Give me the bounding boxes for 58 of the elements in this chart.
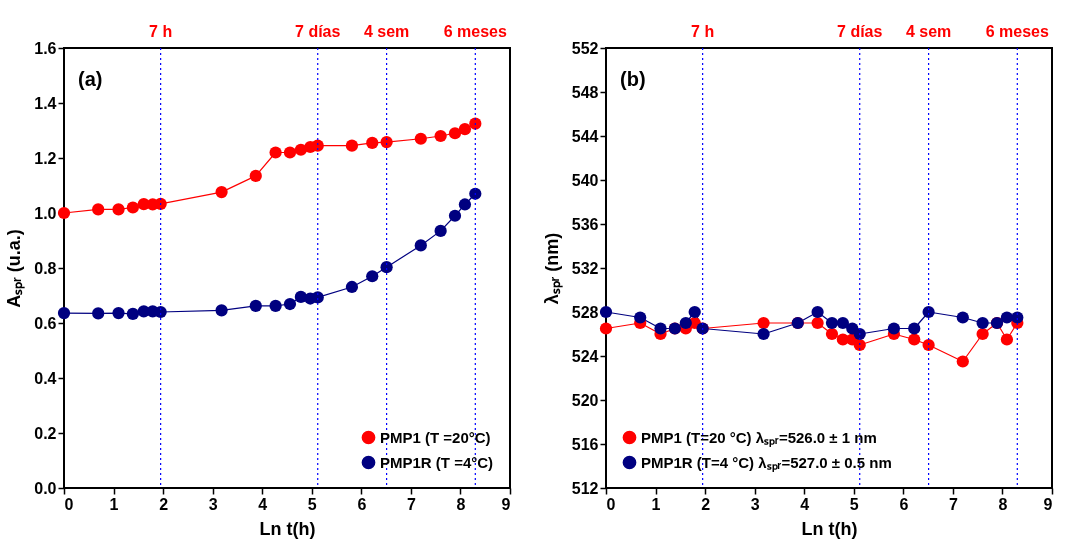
- legend-label: PMP1 (T=20 °C) λₛₚᵣ=526.0 ± 1 nm: [641, 428, 877, 447]
- x-tick-label: 1: [109, 495, 119, 513]
- ref-line-label: 6 meses: [443, 23, 507, 40]
- annotation: (a): [78, 68, 103, 90]
- y-tick-label: 0.4: [34, 369, 57, 387]
- y-tick-label: 524: [571, 347, 599, 365]
- y-tick-label: 0.0: [34, 479, 57, 497]
- x-tick-label: 8: [998, 495, 1008, 513]
- y-tick-label: 552: [571, 39, 599, 57]
- y-tick-label: 0.6: [34, 314, 57, 332]
- legend-label: PMP1R (T =4°C): [380, 453, 494, 471]
- y-tick-label: 0.2: [34, 424, 57, 442]
- y-tick-label: 1.6: [34, 39, 57, 57]
- x-axis-title: Ln t(h): [801, 518, 858, 539]
- x-tick-label: 0: [64, 495, 74, 513]
- x-tick-label: 9: [501, 495, 511, 513]
- y-tick-label: 1.2: [34, 149, 57, 167]
- y-tick-label: 512: [571, 479, 599, 497]
- ref-line-label: 7 h: [691, 23, 715, 40]
- y-tick-label: 532: [571, 259, 599, 277]
- x-tick-label: 3: [208, 495, 218, 513]
- x-tick-label: 6: [899, 495, 909, 513]
- ref-line-label: 4 sem: [363, 23, 410, 40]
- ref-line-label: 4 sem: [905, 23, 952, 40]
- x-axis-title: Ln t(h): [259, 518, 316, 539]
- y-axis-title: λₛₚᵣ (nm): [541, 232, 563, 305]
- legend-label: PMP1R (T=4 °C) λₛₚᵣ=527.0 ± 0.5 nm: [641, 453, 892, 472]
- x-tick-label: 2: [159, 495, 169, 513]
- x-tick-label: 7: [948, 495, 958, 513]
- x-tick-label: 6: [357, 495, 367, 513]
- x-tick-label: 4: [258, 495, 268, 513]
- ref-line-label: 6 meses: [985, 23, 1049, 40]
- y-tick-label: 520: [571, 391, 599, 409]
- x-tick-label: 3: [750, 495, 760, 513]
- ref-line-label: 7 días: [837, 23, 883, 40]
- x-tick-label: 5: [849, 495, 859, 513]
- x-tick-label: 0: [606, 495, 616, 513]
- x-tick-label: 8: [456, 495, 466, 513]
- x-tick-label: 7: [406, 495, 416, 513]
- y-tick-label: 1.0: [34, 204, 57, 222]
- y-axis-title: Aₛₚᵣ (u.a.): [4, 229, 26, 308]
- legend-label: PMP1 (T =20°C): [380, 428, 491, 446]
- y-tick-label: 528: [571, 303, 599, 321]
- x-tick-label: 4: [800, 495, 810, 513]
- x-tick-label: 5: [307, 495, 317, 513]
- annotation: (b): [620, 68, 646, 90]
- ref-line-label: 7 h: [149, 23, 173, 40]
- x-tick-label: 9: [1043, 495, 1053, 513]
- y-tick-label: 516: [571, 435, 599, 453]
- y-tick-label: 536: [571, 215, 599, 233]
- y-tick-label: 540: [571, 171, 599, 189]
- y-tick-label: 0.8: [34, 259, 57, 277]
- y-tick-label: 548: [571, 83, 599, 101]
- y-tick-label: 544: [571, 127, 599, 145]
- x-tick-label: 1: [651, 495, 661, 513]
- x-tick-label: 2: [701, 495, 711, 513]
- ref-line-label: 7 días: [295, 23, 341, 40]
- y-tick-label: 1.4: [34, 94, 57, 112]
